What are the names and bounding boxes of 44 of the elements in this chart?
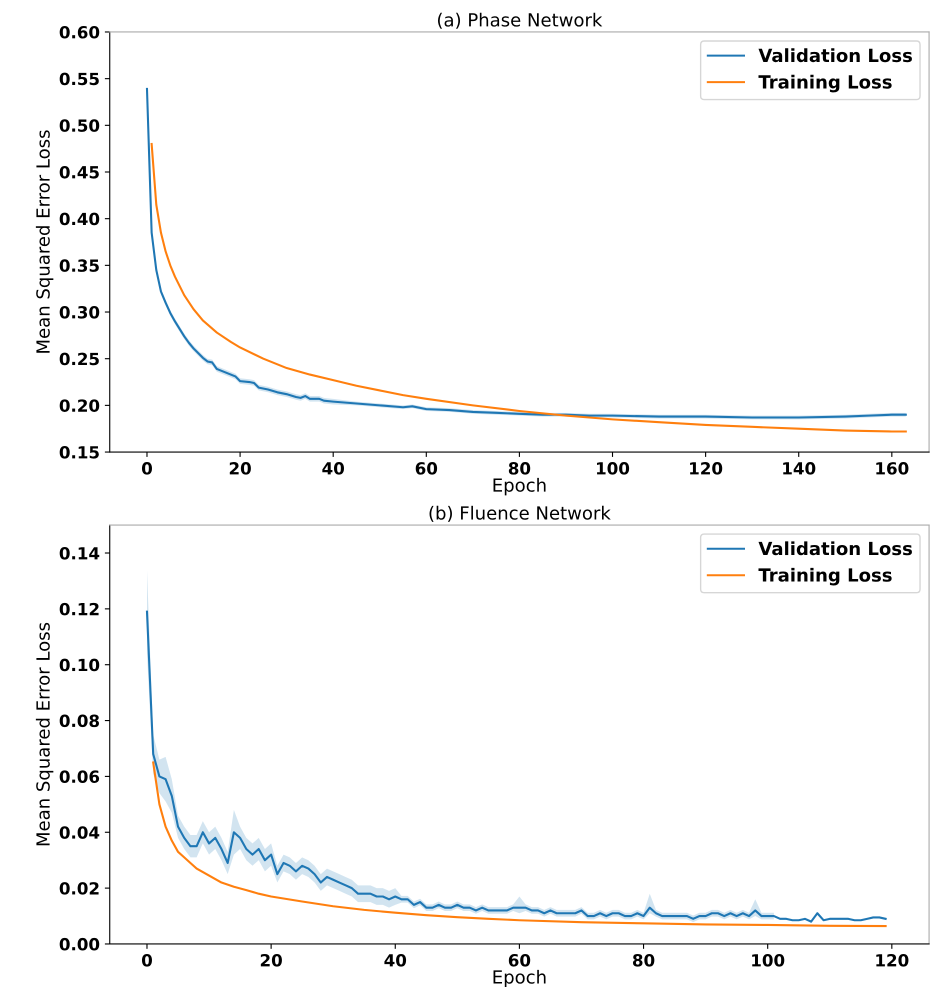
x-tick-label: 80 [508,462,530,475]
x-tick-label: 20 [230,462,251,475]
chart-title: (b) Fluence Network [430,506,611,522]
x-tick-label: 120 [876,954,908,967]
y-tick-label: 0.00 [60,938,100,951]
chart-title: (a) Phase Network [438,12,602,29]
x-tick-label: 120 [690,462,722,475]
x-tick-label: 40 [322,462,344,475]
x-axis-title: Epoch [494,970,546,987]
y-tick-label: 0.55 [60,72,99,86]
x-tick-label: 0 [142,462,152,475]
y-tick-label: 0.06 [60,770,100,783]
x-tick-label: 60 [416,462,438,475]
legend-label: Validation Loss [758,541,912,556]
legend-label: Validation Loss [758,48,912,62]
legend-label: Training Loss [758,74,892,92]
y-tick-label: 0.35 [60,259,99,272]
y-tick-label: 0.02 [60,882,99,895]
y-tick-label: 0.40 [60,212,100,226]
y-tick-label: 0.25 [60,352,99,366]
y-tick-label: 0.04 [60,826,100,839]
y-tick-label: 0.60 [60,26,100,39]
x-axis-title: Epoch [494,478,546,496]
y-tick-label: 0.45 [60,166,99,179]
y-tick-label: 0.14 [60,546,100,560]
x-tick-label: 80 [632,954,654,967]
y-tick-label: 0.12 [60,602,99,616]
x-tick-label: 0 [142,954,152,967]
x-tick-label: 20 [260,954,282,967]
y-tick-label: 0.30 [60,306,100,319]
x-tick-label: 100 [752,954,784,967]
y-tick-label: 0.50 [60,119,100,132]
y-tick-label: 0.10 [60,658,100,672]
y-tick-label: 0.20 [60,399,100,412]
x-tick-label: 40 [384,954,406,967]
y-axis-title: Mean Squared Error Loss [36,622,54,846]
y-axis-title: Mean Squared Error Loss [36,130,54,353]
legend-label: Training Loss [758,568,892,586]
x-tick-label: 160 [876,462,908,475]
x-tick-label: 100 [596,462,630,475]
x-tick-label: 60 [508,954,530,967]
x-tick-label: 140 [783,462,816,475]
y-tick-label: 0.08 [60,714,99,728]
y-tick-label: 0.15 [60,446,99,459]
